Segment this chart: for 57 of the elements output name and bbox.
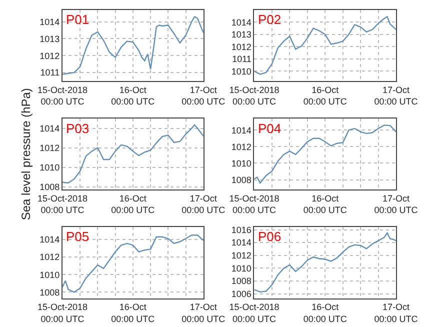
y-tick-label: 1014 (40, 16, 60, 27)
x-tick-label: 17-Oct 00:00 UTC (374, 193, 418, 216)
y-tick-label: 1010 (40, 162, 60, 172)
x-tick-label: 15-Oct-2018 00:00 UTC (229, 302, 280, 324)
y-tick-label: 1012 (231, 250, 252, 261)
y-tick-label: 1016 (231, 224, 252, 235)
x-tick-label: 16-Oct 00:00 UTC (303, 302, 348, 324)
x-tick-label: 15-Oct-2018 00:00 UTC (229, 193, 280, 216)
y-tick-label: 1010 (231, 158, 252, 168)
y-tick-label: 1014 (40, 123, 60, 134)
x-tick-label: 16-Oct 00:00 UTC (303, 84, 348, 107)
x-tick-label: 16-Oct 00:00 UTC (303, 193, 348, 216)
x-tick-label: 17-Oct 00:00 UTC (374, 84, 418, 107)
x-tick-label: 15-Oct-2018 00:00 UTC (37, 193, 88, 216)
y-tick-label: 1012 (40, 50, 60, 61)
x-tick-label: 17-Oct 00:00 UTC (182, 193, 226, 216)
line-series (62, 16, 204, 75)
x-tick-label: 16-Oct 00:00 UTC (111, 84, 156, 107)
y-tick-label: 1012 (40, 252, 60, 262)
y-tick-label: 1010 (231, 263, 252, 274)
y-tick-label: 1012 (231, 142, 252, 152)
line-series (254, 16, 396, 75)
y-tick-label: 1012 (231, 42, 252, 52)
y-tick-label: 1013 (40, 34, 60, 44)
x-tick-label: 17-Oct 00:00 UTC (374, 302, 418, 324)
y-tick-label: 1010 (40, 270, 60, 280)
x-tick-label: 17-Oct 00:00 UTC (182, 84, 226, 107)
y-tick-label: 1014 (40, 234, 60, 245)
y-tick-label: 1010 (231, 66, 252, 76)
chart-title: P01 (66, 12, 90, 27)
y-tick-label: 1013 (231, 30, 252, 40)
x-tick-label: 15-Oct-2018 00:00 UTC (37, 84, 88, 107)
chart-title: P02 (258, 12, 282, 27)
line-series (254, 124, 396, 184)
chart-title: P06 (258, 229, 282, 244)
chart-title: P05 (66, 229, 90, 244)
y-tick-label: 1006 (231, 288, 252, 299)
x-tick-label: 15-Oct-2018 00:00 UTC (229, 84, 280, 107)
y-tick-label: 1011 (232, 54, 252, 64)
x-tick-label: 17-Oct 00:00 UTC (182, 302, 226, 324)
line-series (62, 124, 204, 184)
y-tick-label: 1011 (40, 68, 60, 78)
chart-title: P03 (66, 121, 90, 136)
y-tick-label: 1014 (231, 125, 252, 136)
y-axis-title: Sea level pressure (hPa) (18, 88, 33, 220)
chart-title: P04 (258, 121, 282, 136)
y-tick-label: 1014 (231, 17, 252, 28)
y-tick-label: 1012 (40, 142, 60, 153)
x-tick-label: 16-Oct 00:00 UTC (111, 193, 156, 216)
y-tick-label: 1008 (231, 276, 252, 286)
x-tick-label: 15-Oct-2018 00:00 UTC (37, 302, 88, 324)
y-tick-label: 1008 (231, 174, 252, 185)
y-tick-label: 1008 (40, 287, 60, 298)
y-tick-label: 1014 (231, 238, 252, 248)
y-tick-label: 1008 (40, 182, 60, 192)
line-series (254, 232, 396, 293)
x-tick-label: 16-Oct 00:00 UTC (111, 302, 156, 324)
